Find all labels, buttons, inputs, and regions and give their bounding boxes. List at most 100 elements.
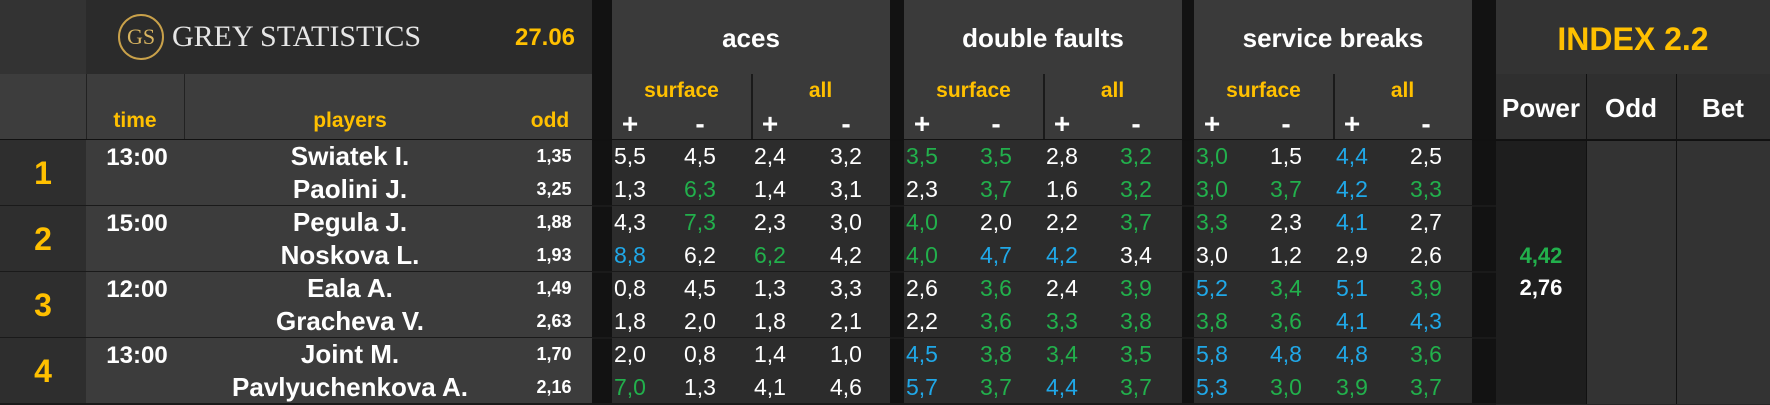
index-header [1496, 0, 1770, 74]
stat-value: 3,1 [830, 176, 862, 202]
stat-value: 6,3 [684, 176, 716, 202]
stat-value: 3,7 [1270, 176, 1302, 202]
stat-value: 4,2 [1336, 176, 1368, 202]
stat-value: 4,7 [980, 242, 1012, 268]
match-time: 15:00 [106, 210, 168, 237]
stat-value: 3,7 [1120, 374, 1152, 400]
sub-header-all: all [1100, 79, 1125, 102]
player-odd: 1,88 [536, 212, 572, 232]
stat-value: 3,8 [980, 341, 1012, 367]
sub-header-surface: surface [644, 79, 719, 102]
stat-value: 1,8 [614, 308, 646, 334]
stat-value: 1,4 [754, 176, 786, 202]
col-players: players [313, 109, 387, 132]
stat-block [1194, 140, 1472, 206]
date-label: 27.06 [514, 24, 576, 51]
player-odd: 2,16 [536, 377, 572, 397]
stat-value: 2,6 [906, 275, 938, 301]
stat-value: 7,0 [614, 374, 646, 400]
col-power: Power [1501, 92, 1581, 123]
stat-value: 3,0 [1270, 374, 1302, 400]
stat-value: 0,8 [614, 275, 646, 301]
match-number: 2 [34, 220, 52, 257]
sub-divider [1333, 74, 1335, 140]
stat-value: 3,9 [1410, 275, 1442, 301]
stat-block [904, 140, 1182, 206]
stat-value: 3,5 [906, 143, 938, 169]
stat-value: 4,0 [906, 242, 938, 268]
stat-value: 3,0 [830, 209, 862, 235]
stat-value: 1,4 [754, 341, 786, 367]
stat-value: 1,2 [1270, 242, 1302, 268]
player-name: Noskova L. [280, 240, 420, 270]
player-name: Swiatek I. [290, 141, 410, 171]
stat-value: 3,6 [1270, 308, 1302, 334]
stat-value: 3,2 [1120, 176, 1152, 202]
stat-value: 4,3 [614, 209, 646, 235]
stat-value: 4,6 [830, 374, 862, 400]
stat-value: 3,9 [1120, 275, 1152, 301]
match-time: 12:00 [106, 276, 168, 303]
stat-value: 3,7 [980, 176, 1012, 202]
stat-value: 4,5 [906, 341, 938, 367]
stat-value: 3,4 [1270, 275, 1302, 301]
stat-value: 3,0 [1196, 242, 1228, 268]
stat-value: 2,5 [1410, 143, 1442, 169]
plus-sign: + [1053, 108, 1071, 139]
stat-value: 4,1 [1336, 209, 1368, 235]
stat-value: 1,5 [1270, 143, 1302, 169]
stat-block [612, 338, 890, 404]
sub-header-surface: surface [936, 79, 1011, 102]
brand-name: GREY STATISTICS [172, 20, 422, 53]
stat-value: 3,6 [980, 275, 1012, 301]
stat-value: 5,1 [1336, 275, 1368, 301]
stat-value: 1,3 [684, 374, 716, 400]
stat-value: 2,2 [906, 308, 938, 334]
stat-value: 3,0 [1196, 176, 1228, 202]
player-odd: 3,25 [536, 179, 572, 199]
stat-value: 4,2 [830, 242, 862, 268]
stat-value: 4,2 [1046, 242, 1078, 268]
stat-value: 1,0 [830, 341, 862, 367]
gutter [890, 0, 904, 404]
stat-value: 5,3 [1196, 374, 1228, 400]
plus-sign: + [761, 108, 779, 139]
stat-value: 1,3 [754, 275, 786, 301]
stat-value: 2,4 [754, 143, 786, 169]
brand-bar [86, 0, 592, 74]
gutter [1182, 0, 1194, 404]
stat-block [612, 140, 890, 206]
stat-value: 3,5 [980, 143, 1012, 169]
row-number-cell [0, 272, 86, 338]
plus-sign: + [1343, 108, 1361, 139]
stat-value: 1,8 [754, 308, 786, 334]
stat-value: 2,3 [906, 176, 938, 202]
player-odd: 1,49 [536, 278, 572, 298]
stat-value: 2,3 [754, 209, 786, 235]
sub-header-surface: surface [1226, 79, 1301, 102]
section-title: service breaks [1242, 22, 1424, 53]
index-title: INDEX 2.2 [1557, 20, 1709, 57]
match-block [86, 272, 592, 338]
plus-sign: + [1203, 108, 1221, 139]
gutter [1472, 0, 1496, 404]
plus-sign: + [621, 108, 639, 139]
stat-value: 4,0 [906, 209, 938, 235]
sub-header-all: all [808, 79, 833, 102]
odd-bet-columns [1586, 140, 1770, 404]
player-name: Joint M. [300, 339, 400, 369]
stat-value: 2,4 [1046, 275, 1078, 301]
stat-value: 3,8 [1196, 308, 1228, 334]
stat-value: 2,9 [1336, 242, 1368, 268]
stat-value: 3,7 [1410, 374, 1442, 400]
section-title: double faults [962, 22, 1124, 53]
stat-value: 3,2 [830, 143, 862, 169]
brand-logo: GS [118, 14, 164, 60]
stat-value: 3,9 [1336, 374, 1368, 400]
stat-block [1194, 206, 1472, 272]
stat-value: 3,7 [1120, 209, 1152, 235]
match-number: 1 [34, 154, 52, 191]
stat-value: 4,8 [1270, 341, 1302, 367]
stat-value: 2,7 [1410, 209, 1442, 235]
stat-value: 3,4 [1120, 242, 1152, 268]
